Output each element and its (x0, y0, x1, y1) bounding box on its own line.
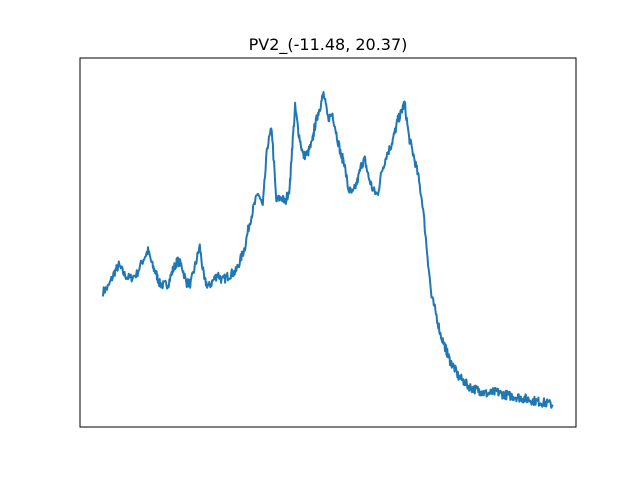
chart-title: PV2_(-11.48, 20.37) (249, 35, 408, 55)
series-layer (102, 91, 554, 409)
series-line-1 (102, 91, 554, 409)
